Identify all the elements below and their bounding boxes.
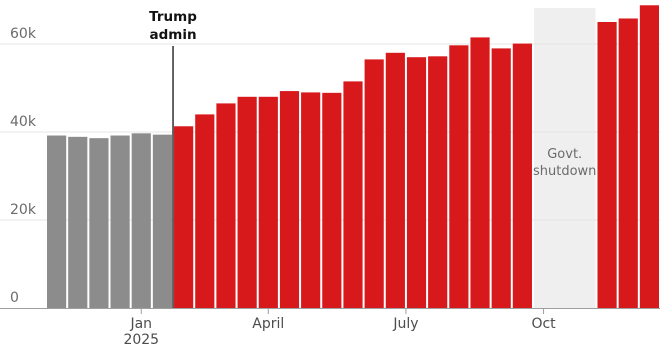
bar [385,52,405,308]
bar [428,56,448,308]
shutdown-band [533,8,596,308]
bar [343,81,363,309]
bar [491,48,511,309]
bar [110,135,130,308]
bar [174,126,194,308]
x-tick-sublabel: 2025 [123,332,159,347]
bar [68,136,88,308]
bar [301,92,321,309]
bar [237,96,257,308]
bar [470,37,490,309]
bar [47,135,67,308]
bar [152,134,173,308]
y-tick-label: 20k [10,202,37,218]
bar [618,18,638,308]
y-tick-label: 40k [10,114,37,130]
bar [639,5,659,309]
bar [195,114,215,309]
bars [47,5,659,309]
govt-shutdown-annotation: Govt. shutdown [533,147,596,179]
bar [216,103,236,309]
bar [279,91,300,308]
bar [449,45,469,308]
bar [258,96,278,308]
bar [131,133,151,308]
x-tick-label: Oct [531,316,556,332]
y-tick-label: 60k [10,26,37,42]
y-axis-ticks: 0 20k 40k 60k [10,26,37,306]
bar [406,57,427,309]
bar [89,138,109,308]
x-tick-label: July [392,316,418,332]
x-tick-label: Jan [129,316,152,332]
trump-admin-annotation: Trump admin [149,9,197,43]
x-tick-label: April [252,316,284,332]
bar [597,22,617,308]
bar [364,59,384,309]
bar [512,43,532,309]
y-tick-label: 0 [10,290,19,306]
bar [322,92,342,308]
